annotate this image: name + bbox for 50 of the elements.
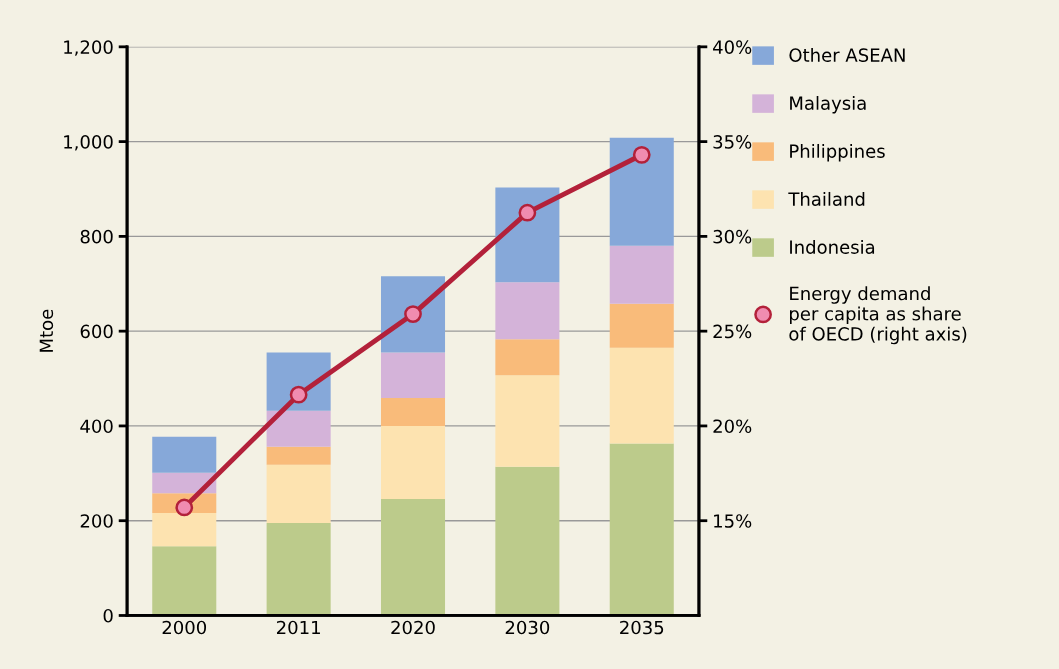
x-tick-label: 2030	[505, 620, 550, 635]
point	[289, 385, 308, 404]
bar	[495, 282, 560, 340]
bar	[266, 464, 331, 524]
y2-tick-label: 20%	[713, 419, 752, 434]
x-tick-label: 2020	[391, 620, 435, 635]
bar	[380, 498, 446, 616]
point	[404, 305, 422, 323]
y2-tick-label: 15%	[714, 514, 752, 528]
legend-label: Energy demand per capita as share of OECD (right axis)	[789, 286, 967, 345]
bar	[152, 546, 217, 616]
bar	[495, 339, 560, 376]
y2-tick-label: 25%	[713, 324, 752, 339]
bar	[152, 513, 217, 547]
y-tick-label: 1,200	[64, 40, 113, 56]
point	[518, 203, 537, 222]
bar	[380, 397, 446, 426]
x-tick-label: 2000	[162, 620, 207, 635]
bar	[609, 443, 674, 616]
y-tick-label: 200	[80, 514, 113, 528]
bar	[266, 523, 331, 616]
bar	[609, 303, 674, 348]
bar	[609, 347, 674, 444]
bar	[609, 245, 674, 304]
bar	[266, 446, 331, 465]
bar	[152, 436, 217, 473]
point	[632, 145, 651, 164]
bar	[495, 466, 560, 616]
bar	[609, 137, 674, 246]
y2-tick-label: 30%	[713, 229, 752, 244]
legend-label: Indonesia	[790, 239, 875, 254]
y-tick-label: 800	[80, 229, 113, 244]
bar	[495, 187, 560, 283]
bar	[495, 375, 560, 467]
bar	[380, 425, 446, 499]
y-tick-label: 0	[103, 608, 113, 623]
y-tick-label: 400	[80, 419, 113, 434]
bar	[266, 410, 331, 447]
y-axis-title: Mtoe	[39, 309, 54, 352]
legend-label: Philippines	[790, 143, 885, 162]
x-tick-label: 2035	[620, 620, 664, 635]
y-tick-label: 600	[80, 324, 113, 339]
y-tick-label: 1,000	[64, 135, 113, 151]
x-tick-label: 2011	[276, 620, 320, 635]
legend-label: Malaysia	[790, 95, 866, 114]
legend-label: Other ASEAN	[789, 47, 905, 62]
legend-label: Thailand	[788, 191, 865, 206]
bar	[380, 352, 446, 398]
y2-tick-label: 40%	[713, 40, 752, 54]
y2-tick-label: 35%	[713, 135, 752, 149]
